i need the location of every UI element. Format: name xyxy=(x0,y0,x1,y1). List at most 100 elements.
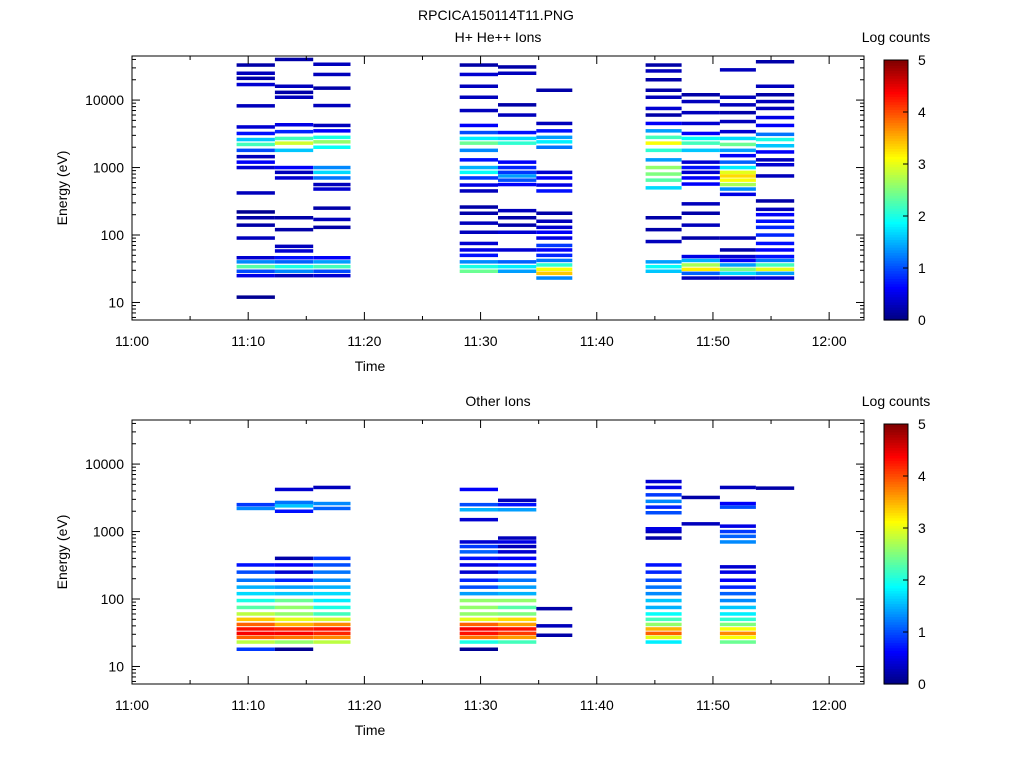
heatmap-cell xyxy=(459,635,498,640)
heatmap-cell xyxy=(719,627,756,631)
heatmap-cell xyxy=(313,225,351,230)
heatmap-cell xyxy=(313,103,351,108)
colorbar-label: Log counts xyxy=(862,29,931,45)
heatmap-cell xyxy=(719,612,756,616)
heatmap-cell xyxy=(274,269,314,273)
heatmap-cell xyxy=(755,199,795,203)
colorbar-segment xyxy=(884,455,908,459)
heatmap-cell xyxy=(274,556,314,561)
heatmap-cell xyxy=(536,121,573,126)
heatmap-cell xyxy=(236,502,275,507)
heatmap-cell xyxy=(645,227,682,232)
y-tick-label: 10 xyxy=(108,658,124,674)
heatmap-cell xyxy=(681,93,720,97)
heatmap-cell xyxy=(274,216,314,220)
colorbar-segment xyxy=(884,569,908,573)
colorbar-segment xyxy=(884,127,908,131)
heatmap-cell xyxy=(719,170,756,175)
heatmap-cell xyxy=(236,585,275,589)
colorbar-segment xyxy=(884,647,908,651)
y-tick-label: 100 xyxy=(101,227,125,243)
heatmap-cell xyxy=(498,550,537,554)
x-tick-label: 11:20 xyxy=(347,333,381,349)
heatmap-cell xyxy=(645,605,682,610)
colorbar-segment xyxy=(884,294,908,298)
colorbar-segment xyxy=(884,582,908,586)
colorbar-segment xyxy=(884,216,908,220)
heatmap-cell xyxy=(459,508,498,512)
heatmap-cell xyxy=(313,86,351,90)
colorbar-segment xyxy=(884,611,908,615)
colorbar-segment xyxy=(884,600,908,604)
colorbar-segment xyxy=(884,671,908,675)
colorbar-segment xyxy=(884,665,908,669)
heatmap-cell xyxy=(236,264,275,269)
colorbar-segment xyxy=(884,197,908,201)
heatmap-cell xyxy=(719,192,756,197)
heatmap-cell xyxy=(719,68,756,72)
colorbar-segment xyxy=(884,650,908,654)
colorbar-segment xyxy=(884,192,908,196)
colorbar-segment xyxy=(884,75,908,79)
heatmap-cell xyxy=(313,605,351,610)
heatmap-cell xyxy=(236,273,275,278)
heatmap-cell xyxy=(498,598,537,603)
heatmap-cell xyxy=(459,148,498,153)
heatmap-cell xyxy=(755,60,795,64)
heatmap-cell xyxy=(313,165,351,170)
colorbar-segment xyxy=(884,179,908,183)
colorbar-tick-label: 1 xyxy=(918,624,926,640)
heatmap-cell xyxy=(719,485,756,490)
heatmap-cell xyxy=(536,606,573,611)
heatmap-cell xyxy=(645,172,682,176)
heatmap-cell xyxy=(236,640,275,644)
heatmap-cell xyxy=(459,72,498,77)
colorbar-segment xyxy=(884,673,908,677)
heatmap-cell xyxy=(536,219,573,223)
heatmap-cell xyxy=(459,631,498,636)
heatmap-cell xyxy=(498,612,537,616)
heatmap-cell xyxy=(536,183,573,187)
colorbar-segment xyxy=(884,218,908,222)
colorbar-segment xyxy=(884,145,908,149)
heatmap-cell xyxy=(498,165,537,170)
heatmap-cell xyxy=(719,254,756,259)
y-tick-label: 10000 xyxy=(85,92,124,108)
colorbar-segment xyxy=(884,226,908,230)
y-axis-label: Energy (eV) xyxy=(54,515,70,590)
colorbar-tick-label: 2 xyxy=(918,572,926,588)
heatmap-cell xyxy=(645,95,682,99)
colorbar-segment xyxy=(884,587,908,591)
heatmap-cell xyxy=(719,236,756,240)
colorbar-segment xyxy=(884,273,908,277)
heatmap-cell xyxy=(645,617,682,622)
heatmap-cell xyxy=(274,585,314,589)
heatmap-cell xyxy=(498,622,537,627)
heatmap-cell xyxy=(274,141,314,145)
heatmap-cell xyxy=(536,236,573,240)
heatmap-cell xyxy=(645,493,682,497)
heatmap-cell xyxy=(645,88,682,92)
heatmap-cell xyxy=(719,622,756,627)
heatmap-cell xyxy=(645,135,682,140)
heatmap-cell xyxy=(274,509,314,513)
heatmap-cell xyxy=(719,524,756,528)
heatmap-cell xyxy=(313,264,351,269)
heatmap-cell xyxy=(681,276,720,280)
heatmap-cell xyxy=(313,182,351,187)
heatmap-cell xyxy=(274,129,314,134)
heatmap-cell xyxy=(498,182,537,187)
heatmap-cell xyxy=(536,170,573,175)
heatmap-cell xyxy=(313,598,351,603)
heatmap-cell xyxy=(236,627,275,631)
colorbar-label: Log counts xyxy=(862,393,931,409)
y-tick-label: 1000 xyxy=(93,160,124,176)
heatmap-cell xyxy=(498,136,537,141)
heatmap-cell xyxy=(645,239,682,244)
heatmap-cell xyxy=(719,585,756,589)
colorbar-segment xyxy=(884,429,908,433)
colorbar-segment xyxy=(884,442,908,446)
colorbar-segment xyxy=(884,681,908,685)
heatmap-cell xyxy=(459,269,498,273)
colorbar-segment xyxy=(884,478,908,482)
